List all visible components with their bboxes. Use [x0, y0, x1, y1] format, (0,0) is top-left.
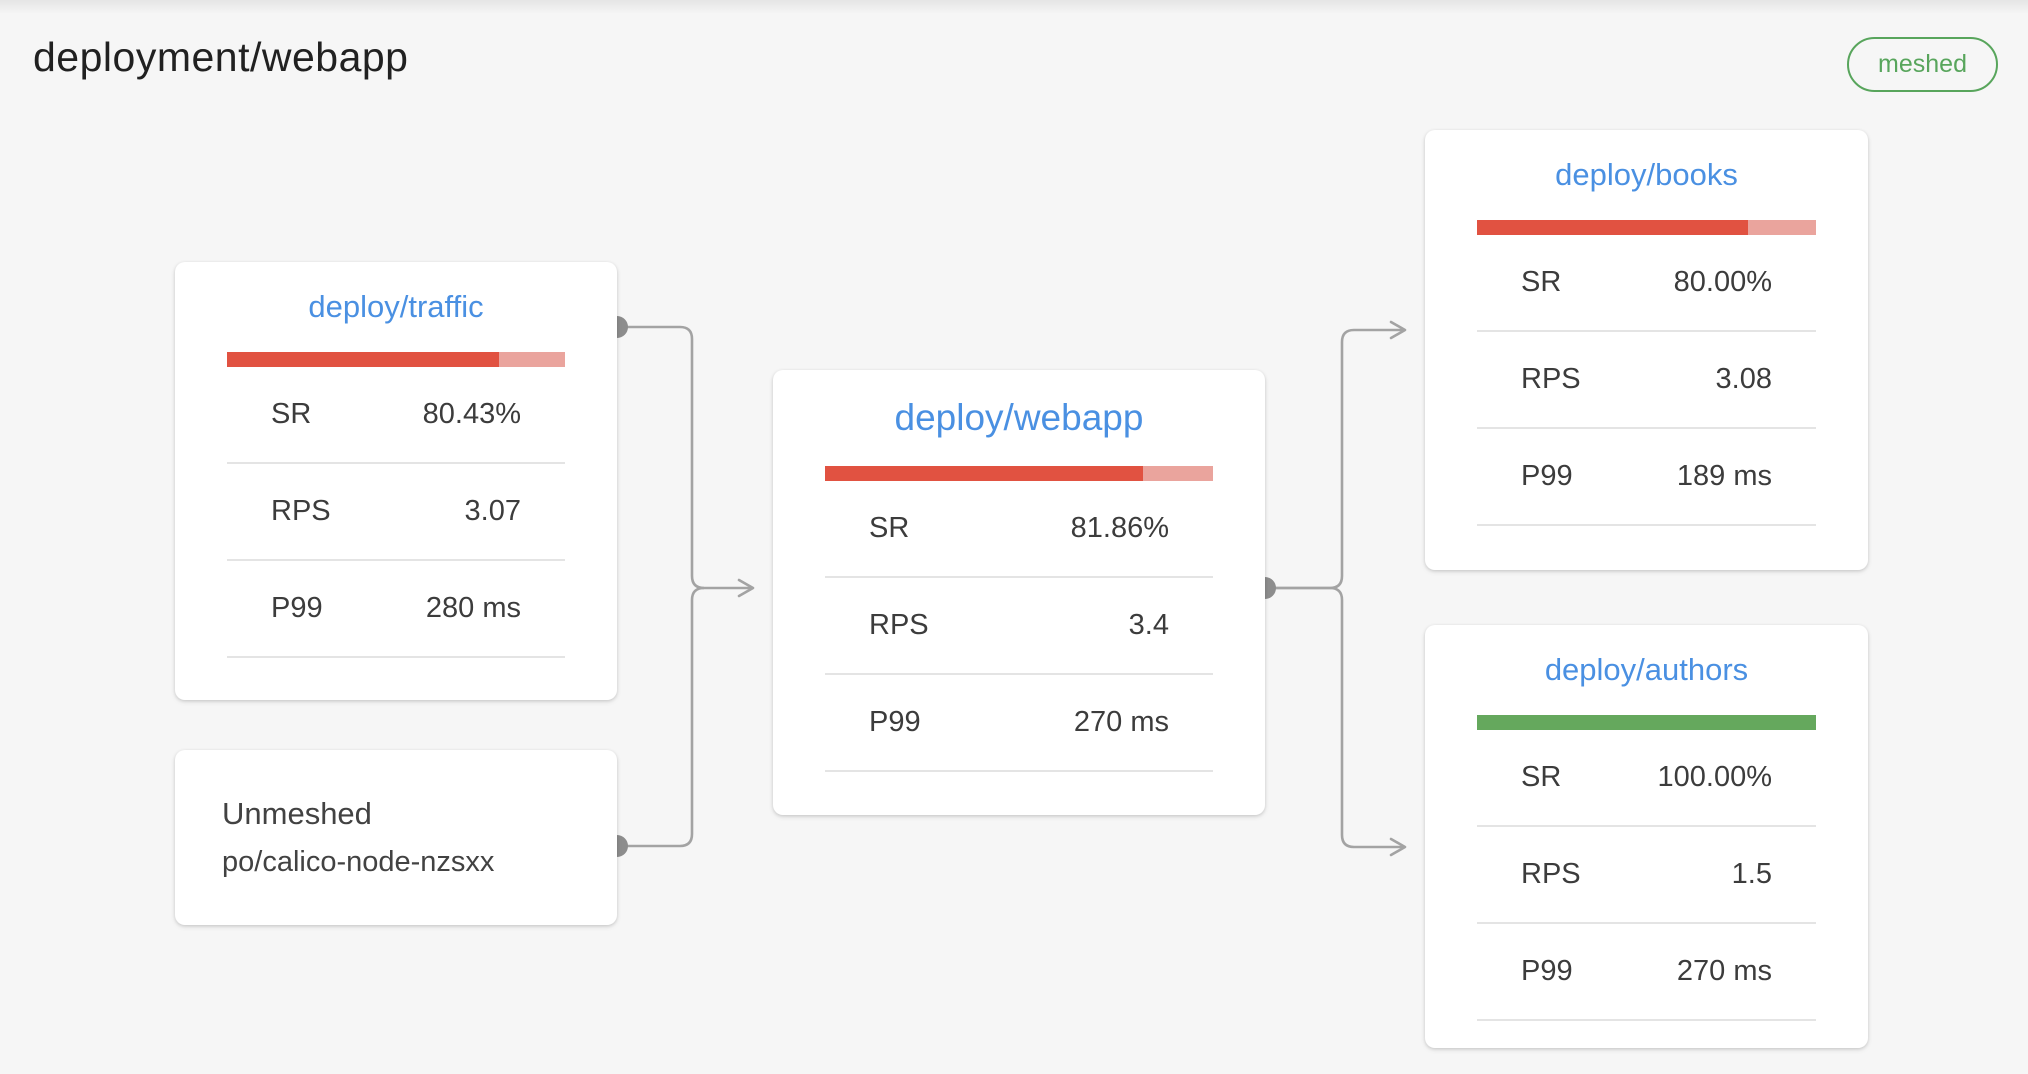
metrics-table: SR 81.86% RPS 3.4 P99 270 ms [825, 481, 1213, 772]
node-card-deploy-books: deploy/books SR 80.00% RPS 3.08 P99 189 … [1425, 130, 1868, 570]
table-row: RPS 3.07 [227, 464, 565, 561]
port-dot-webapp [1265, 577, 1276, 599]
metric-label: RPS [1521, 858, 1581, 890]
table-row: RPS 3.4 [825, 578, 1213, 675]
node-card-deploy-webapp: deploy/webapp SR 81.86% RPS 3.4 P99 270 … [773, 370, 1265, 815]
node-card-deploy-traffic: deploy/traffic SR 80.43% RPS 3.07 P99 28… [175, 262, 617, 700]
metric-value: 270 ms [1073, 706, 1169, 738]
metric-label: P99 [869, 706, 921, 738]
metrics-table: SR 80.43% RPS 3.07 P99 280 ms [227, 367, 565, 658]
metric-value: 80.43% [422, 398, 521, 430]
metric-label: RPS [271, 495, 331, 527]
metric-value: 80.00% [1673, 266, 1772, 298]
node-link-deploy-webapp[interactable]: deploy/webapp [894, 397, 1144, 438]
unmeshed-title: Unmeshed [222, 796, 372, 831]
metrics-table: SR 80.00% RPS 3.08 P99 189 ms [1477, 235, 1816, 526]
success-rate-bar [1477, 715, 1816, 730]
success-rate-bar-fill [825, 466, 1143, 481]
success-rate-bar-fill [1477, 715, 1816, 730]
table-row: SR 80.43% [227, 367, 565, 464]
metric-value: 81.86% [1070, 512, 1169, 544]
metric-label: P99 [271, 592, 323, 624]
meshed-badge: meshed [1847, 37, 1998, 92]
node-link-deploy-books[interactable]: deploy/books [1555, 157, 1738, 192]
node-card-unmeshed: Unmeshed po/calico-node-nzsxx [175, 750, 617, 925]
table-row: P99 280 ms [227, 561, 565, 658]
page-title: deployment/webapp [33, 34, 409, 80]
metric-label: RPS [1521, 363, 1581, 395]
metrics-table: SR 100.00% RPS 1.5 P99 270 ms [1477, 730, 1816, 1021]
metric-value: 3.07 [464, 495, 521, 527]
metric-label: SR [1521, 761, 1562, 793]
table-row: SR 80.00% [1477, 235, 1816, 332]
table-row: RPS 3.08 [1477, 332, 1816, 429]
metric-label: SR [1521, 266, 1562, 298]
metric-label: SR [271, 398, 312, 430]
table-row: P99 189 ms [1477, 429, 1816, 526]
metric-label: P99 [1521, 460, 1573, 492]
node-link-deploy-traffic[interactable]: deploy/traffic [308, 289, 484, 324]
node-link-deploy-authors[interactable]: deploy/authors [1544, 652, 1749, 687]
metric-value: 3.08 [1715, 363, 1772, 395]
edge-unmeshed-to-webapp [627, 586, 705, 848]
port-dot-unmeshed [617, 835, 628, 857]
metric-value: 100.00% [1657, 761, 1773, 793]
metric-value: 3.4 [1128, 609, 1169, 641]
success-rate-bar-fill [1477, 220, 1749, 235]
port-dot-traffic [617, 316, 628, 338]
metric-label: SR [869, 512, 910, 544]
table-row: RPS 1.5 [1477, 827, 1816, 924]
table-row: P99 270 ms [1477, 924, 1816, 1021]
success-rate-bar [227, 352, 565, 367]
table-row: P99 270 ms [825, 675, 1213, 772]
metric-label: RPS [869, 609, 929, 641]
success-rate-bar [825, 466, 1213, 481]
metric-value: 280 ms [425, 592, 521, 624]
metric-value: 189 ms [1676, 460, 1772, 492]
metric-value: 1.5 [1731, 858, 1772, 890]
success-rate-bar [1477, 220, 1816, 235]
metric-value: 270 ms [1676, 955, 1772, 987]
success-rate-bar-fill [227, 352, 499, 367]
unmeshed-pod-name: po/calico-node-nzsxx [222, 846, 495, 878]
metric-label: P99 [1521, 955, 1573, 987]
table-row: SR 100.00% [1477, 730, 1816, 827]
edge-traffic-to-webapp [627, 325, 755, 598]
node-card-deploy-authors: deploy/authors SR 100.00% RPS 1.5 P99 27… [1425, 625, 1868, 1048]
edge-webapp-to-books [1275, 320, 1407, 590]
table-row: SR 81.86% [825, 481, 1213, 578]
edge-webapp-to-authors [1275, 586, 1407, 857]
